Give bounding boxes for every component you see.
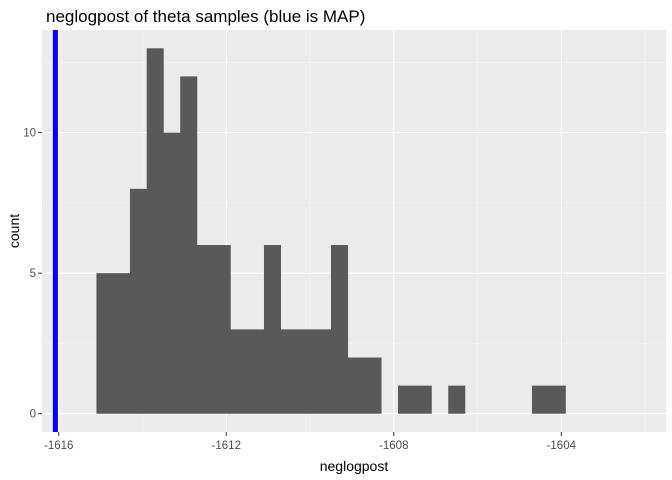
histogram-bar xyxy=(247,329,265,414)
histogram-bar xyxy=(180,76,198,414)
histogram-bar xyxy=(113,273,131,414)
histogram-bar xyxy=(213,245,231,414)
histogram-bar xyxy=(263,245,282,414)
histogram-bar xyxy=(448,385,466,414)
histogram-bar xyxy=(196,245,215,414)
y-tick-label: 0 xyxy=(30,409,36,421)
x-tick-label: -1612 xyxy=(212,440,241,452)
histogram-bar xyxy=(146,48,164,414)
y-axis: 0 5 10 xyxy=(23,128,42,421)
histogram-bar xyxy=(230,329,248,414)
histogram-bar xyxy=(314,329,332,414)
x-axis: -1616 -1612 -1608 -1604 xyxy=(44,432,577,452)
histogram-bar xyxy=(96,273,114,414)
histogram-bar xyxy=(280,329,298,414)
y-tick-label: 5 xyxy=(30,268,36,280)
histogram-bar xyxy=(414,385,432,414)
x-tick-label: -1604 xyxy=(547,440,577,452)
x-tick-label: -1608 xyxy=(379,440,408,452)
x-axis-title: neglogpost xyxy=(320,458,389,474)
histogram-bar xyxy=(129,188,147,414)
histogram-bar xyxy=(330,245,349,414)
histogram-bar xyxy=(548,385,566,414)
histogram-bar xyxy=(163,132,181,414)
y-tick-label: 10 xyxy=(23,128,36,140)
chart-title: neglogpost of theta samples (blue is MAP… xyxy=(46,7,365,26)
minor-gridlines xyxy=(42,30,666,432)
histogram-bars xyxy=(96,48,566,414)
histogram-bar xyxy=(297,329,315,414)
histogram-bar xyxy=(531,385,550,414)
histogram-bar xyxy=(347,357,365,414)
histogram-bar xyxy=(364,357,382,414)
y-axis-title: count xyxy=(6,214,22,248)
histogram-bar xyxy=(397,385,416,414)
x-tick-label: -1616 xyxy=(44,440,73,452)
